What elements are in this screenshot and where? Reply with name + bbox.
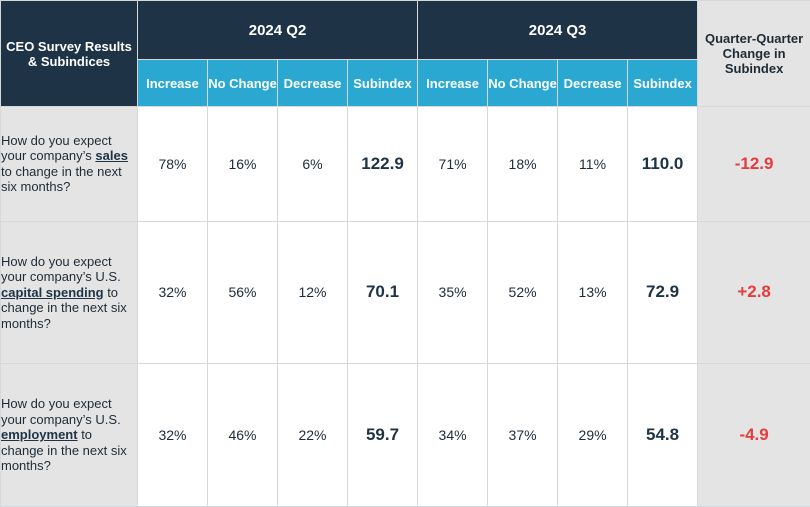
table-row-capital-spending: How do you expect your company’s U.S. ca… [0,220,810,365]
q3-subindex-cell: 72.9 [627,220,699,365]
q2-no-change-cell: 56% [207,220,278,365]
q2-no-change-cell: 46% [207,363,278,507]
q2-decrease-cell: 6% [277,106,348,222]
q3-decrease-cell: 13% [557,220,629,365]
q3-decrease-header: Decrease [557,59,629,107]
subindex-change-cell: -4.9 [697,363,810,507]
quarter-header-q2: 2024 Q2 [136,0,419,60]
q2-increase-header: Increase [137,59,208,107]
quarter-header-q3: 2024 Q3 [417,0,699,60]
corner-label: CEO Survey Results & Subindices [0,0,138,107]
q3-no-change-cell: 52% [487,220,559,365]
q3-increase-cell: 34% [417,363,489,507]
subindex-change-cell: -12.9 [697,106,810,222]
q3-no-change-cell: 37% [487,363,559,507]
question-cell: How do you expect your company’s U.S. ca… [0,220,138,365]
q3-subindex-cell: 54.8 [627,363,699,507]
change-header: Quarter-Quarter Change in Subindex [697,0,810,107]
q2-subindex-cell: 59.7 [346,363,419,507]
question-text: How do you expect your company’s U.S. [1,396,121,427]
table-row-sales: How do you expect your company’s sales t… [0,106,810,222]
q2-subindex-cell: 122.9 [346,106,419,222]
q3-increase-header: Increase [417,59,489,107]
quarter-header-row: CEO Survey Results & Subindices 2024 Q2 … [0,0,810,107]
question-text: How do you expect your company’s U.S. [1,253,121,285]
question-cell: How do you expect your company’s sales t… [0,106,138,222]
question-cell: How do you expect your company’s U.S. em… [0,363,138,507]
table-row-employment: How do you expect your company’s U.S. em… [0,363,810,507]
q2-no-change-header: No Change [207,59,278,107]
q2-no-change-cell: 16% [207,106,278,222]
q2-subindex-header: Subindex [346,59,419,107]
subcolumn-header-row: Increase No Change Decrease Subindex Inc… [1,59,810,107]
q3-decrease-cell: 11% [557,106,629,222]
q3-no-change-cell: 18% [487,106,559,222]
question-keyword: employment [1,427,78,443]
q3-increase-cell: 71% [417,106,489,222]
q3-subindex-cell: 110.0 [627,106,699,222]
q3-decrease-cell: 29% [557,363,629,507]
q3-subindex-header: Subindex [627,59,699,107]
question-text: to change in the next six months? [1,163,122,195]
q3-no-change-header: No Change [487,59,559,107]
q3-increase-cell: 35% [417,220,489,365]
question-keyword: sales [95,148,128,164]
question-text: to change in the next six months? [1,284,127,331]
question-keyword: capital spending [1,284,104,300]
q2-increase-cell: 78% [137,106,208,222]
question-text: How do you expect your company’s [1,132,112,164]
question-text: to change in the next six months? [1,427,127,474]
q2-decrease-header: Decrease [277,59,348,107]
subindex-change-cell: +2.8 [697,220,810,365]
q2-decrease-cell: 22% [277,363,348,507]
q2-decrease-cell: 12% [277,220,348,365]
q2-subindex-cell: 70.1 [346,220,419,365]
q2-increase-cell: 32% [137,363,208,507]
q2-increase-cell: 32% [137,220,208,365]
